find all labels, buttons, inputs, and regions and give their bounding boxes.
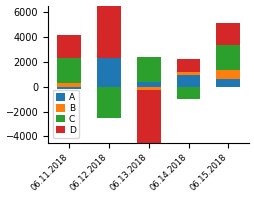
Bar <box>216 46 239 70</box>
Bar <box>97 58 120 87</box>
Bar <box>176 59 200 72</box>
Bar <box>136 90 160 143</box>
Bar <box>57 58 81 83</box>
Bar <box>176 87 200 99</box>
Bar <box>216 70 239 79</box>
Bar <box>136 82 160 87</box>
Bar <box>136 57 160 82</box>
Bar <box>97 0 120 58</box>
Bar <box>176 75 200 87</box>
Bar <box>57 83 81 87</box>
Bar <box>136 87 160 90</box>
Legend: A, B, C, D: A, B, C, D <box>52 89 79 138</box>
Bar <box>216 23 239 46</box>
Bar <box>216 79 239 87</box>
Bar <box>97 87 120 118</box>
Bar <box>57 35 81 58</box>
Bar <box>57 87 81 89</box>
Bar <box>176 72 200 75</box>
